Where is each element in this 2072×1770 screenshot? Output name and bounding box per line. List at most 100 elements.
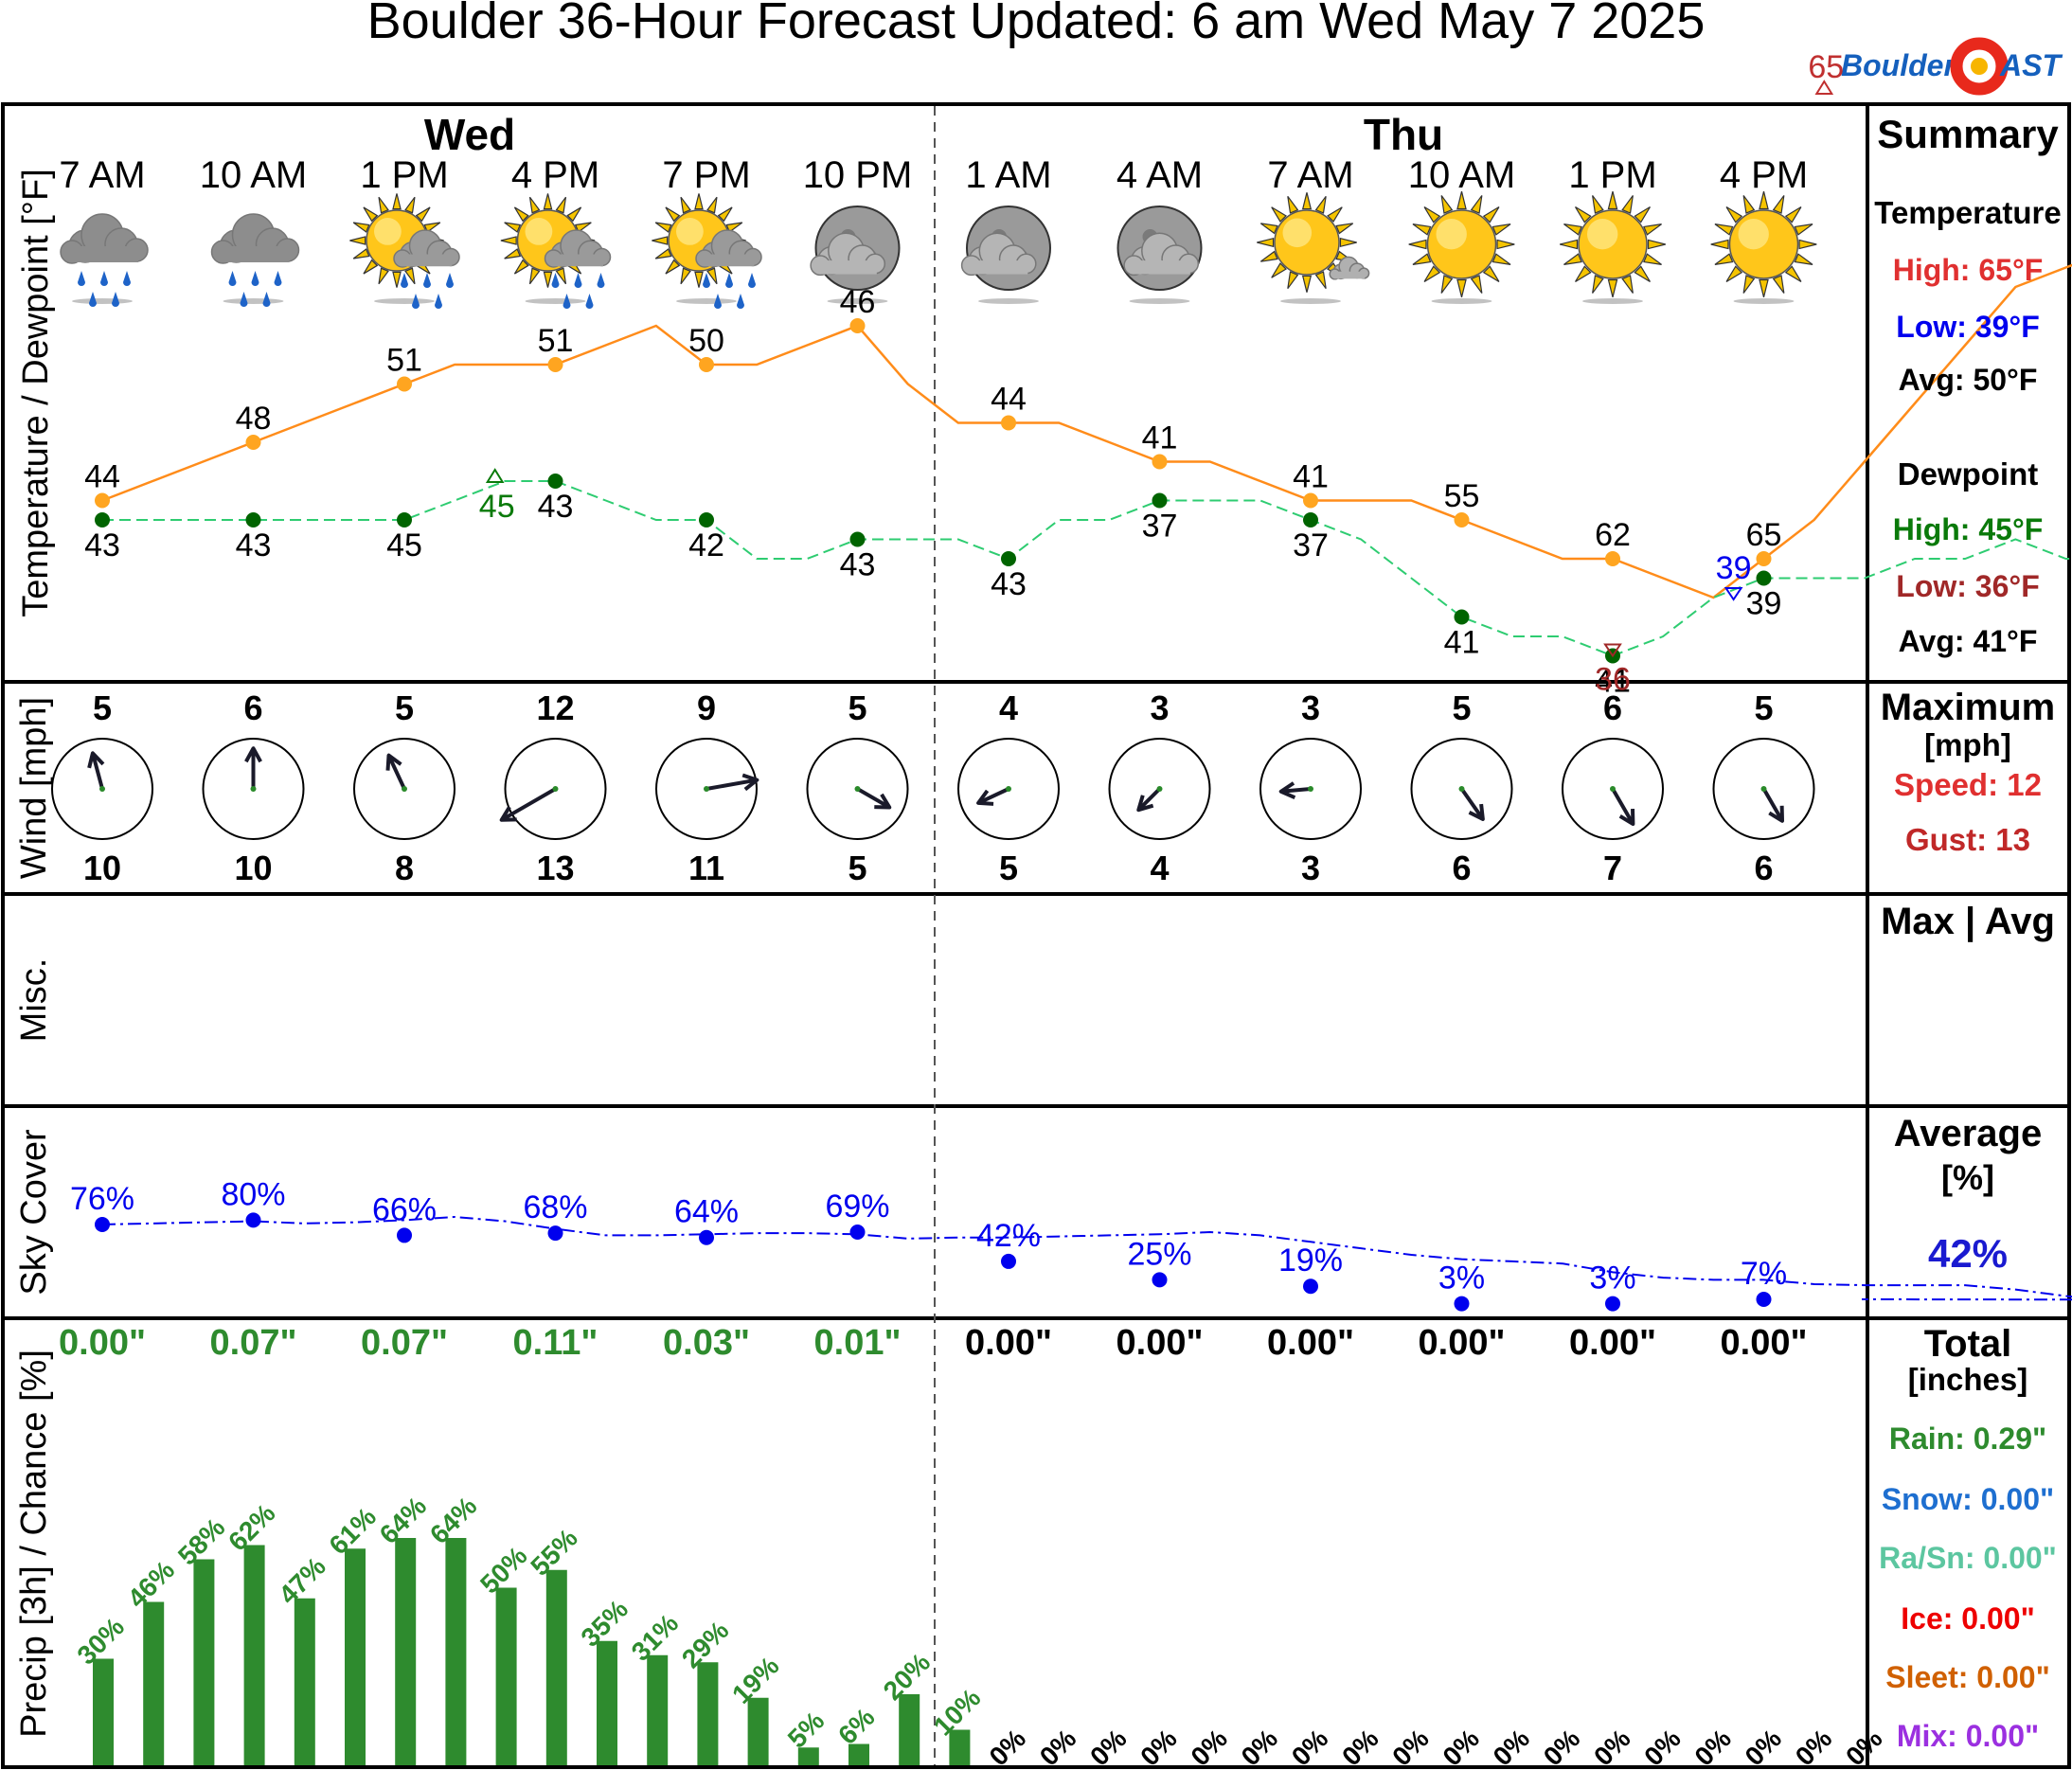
sun-ray bbox=[1412, 223, 1432, 236]
wind-arrow-head bbox=[741, 773, 759, 792]
wind-gust-label: 5 bbox=[848, 849, 866, 887]
wind-gust-label: 10 bbox=[234, 849, 272, 887]
sun-ray bbox=[1314, 271, 1327, 290]
sun-small-cloud-icon bbox=[1257, 192, 1370, 304]
sun-ray bbox=[1412, 253, 1432, 265]
weather-icons bbox=[60, 191, 1817, 309]
dewpoint-label: 45 bbox=[386, 527, 422, 563]
time-label: 10 PM bbox=[803, 154, 913, 196]
wind-gust-label: 13 bbox=[536, 849, 574, 887]
precip-amount-label: 0.03" bbox=[663, 1323, 750, 1363]
wind-gust-label: 10 bbox=[83, 849, 121, 887]
wind-speed-label: 5 bbox=[1754, 688, 1773, 727]
wind-arrow-head bbox=[87, 751, 105, 769]
summary-mix-total: Mix: 0.00" bbox=[1897, 1719, 2039, 1753]
precip-chance-label: 0% bbox=[984, 1724, 1032, 1770]
sky-cover-label: 68% bbox=[523, 1189, 587, 1225]
sun-ray bbox=[1314, 195, 1327, 214]
rain-cloud-icon bbox=[60, 213, 149, 307]
sun-ray bbox=[1259, 250, 1278, 262]
sun-ray bbox=[415, 206, 431, 223]
temperature-point bbox=[397, 376, 412, 392]
precip-chance-label: 0% bbox=[1084, 1724, 1133, 1770]
wind-dial-center bbox=[1156, 786, 1163, 792]
wind-arrow-shaft bbox=[500, 787, 557, 822]
cloud-shape bbox=[210, 213, 300, 264]
wind-arrow-shaft bbox=[1459, 787, 1485, 821]
summary-misc-header: Max | Avg bbox=[1881, 901, 2055, 942]
sky-cover-point bbox=[1756, 1291, 1772, 1307]
dewpoint-line bbox=[102, 480, 2072, 657]
temperature-point bbox=[1152, 454, 1168, 470]
sun-icon bbox=[1560, 191, 1666, 304]
rain-drop bbox=[401, 273, 408, 288]
summary-wind-speed: Speed: 12 bbox=[1894, 767, 2042, 802]
day-label-wed: Wed bbox=[424, 110, 515, 159]
sun-ray bbox=[504, 248, 522, 259]
sun-ray bbox=[1408, 239, 1427, 250]
sun-ray bbox=[1287, 271, 1299, 290]
sun-ray bbox=[1794, 223, 1813, 236]
temperature-label: 46 bbox=[840, 284, 876, 320]
summary-temp-low: Low: 39°F bbox=[1896, 310, 2039, 344]
sun-ray bbox=[706, 267, 718, 285]
sun-ray bbox=[652, 236, 669, 245]
sun-ray bbox=[654, 248, 672, 259]
sun-ray bbox=[1634, 206, 1651, 223]
temp-min-marker bbox=[1724, 587, 1743, 601]
temp-max-label: 65 bbox=[1808, 49, 1844, 85]
precip-chance-label: 0% bbox=[1688, 1724, 1737, 1770]
dewpoint-label: 43 bbox=[236, 527, 272, 563]
wind-arrow-head bbox=[1136, 795, 1154, 813]
sun-ray bbox=[1287, 195, 1299, 214]
summary-dew-high: High: 45°F bbox=[1893, 512, 2044, 546]
sun-ray bbox=[1456, 191, 1467, 210]
wind-arrow-head bbox=[1768, 805, 1784, 823]
wind-dial-center bbox=[552, 786, 559, 792]
wind-arrow-head bbox=[1278, 781, 1296, 799]
sun-ray bbox=[706, 196, 718, 214]
wind-dial bbox=[1259, 738, 1362, 840]
dewpoint-label: 42 bbox=[688, 527, 724, 563]
icon-shadow bbox=[827, 298, 888, 304]
temperature-point bbox=[95, 492, 110, 509]
precip-chance-label: 0% bbox=[1034, 1724, 1082, 1770]
wind-dial bbox=[1562, 738, 1664, 840]
wind-dial bbox=[806, 738, 909, 840]
wind-dial bbox=[504, 738, 607, 840]
precip-chance-label: 0% bbox=[1638, 1724, 1687, 1770]
wind-series: 5 10 6 10 5 8 12 13 9 11 5 5 4 5 3 4 3 3 5 6 6 7 5 6 bbox=[51, 688, 1815, 887]
rain-drop bbox=[123, 271, 131, 286]
wind-arrow-head bbox=[1468, 803, 1485, 821]
icon-shadow bbox=[72, 298, 133, 304]
wind-speed-label: 6 bbox=[243, 688, 262, 727]
precip-amount-label: 0.00" bbox=[1721, 1323, 1808, 1363]
summary-sky-header: Average bbox=[1894, 1113, 2042, 1154]
precip-chance-bar bbox=[143, 1601, 165, 1765]
sun-highlight bbox=[525, 218, 553, 245]
precip-chance-label: 35% bbox=[576, 1594, 634, 1653]
rain-drop bbox=[240, 292, 248, 307]
dewpoint-point bbox=[397, 512, 412, 527]
precip-chance-label: 19% bbox=[726, 1651, 785, 1709]
sun-ray bbox=[1301, 192, 1313, 210]
precip-amount-label: 0.00" bbox=[965, 1323, 1052, 1363]
icon-shadow bbox=[1431, 298, 1492, 304]
sun-ray bbox=[1440, 275, 1454, 294]
wind-speed-label: 5 bbox=[395, 688, 414, 727]
temperature-label: 44 bbox=[84, 459, 120, 495]
wind-arrow-shaft bbox=[1611, 787, 1635, 826]
sky-cover-label: 25% bbox=[1127, 1236, 1191, 1272]
precip-chance-bar bbox=[395, 1538, 417, 1765]
precip-chance-label: 0% bbox=[1134, 1724, 1183, 1770]
wind-speed-label: 4 bbox=[999, 688, 1018, 727]
sky-cover-point bbox=[245, 1212, 261, 1228]
sun-ray bbox=[1301, 275, 1313, 293]
wind-speed-label: 6 bbox=[1603, 688, 1622, 727]
dewpoint-point bbox=[95, 512, 110, 527]
sun-ray bbox=[1643, 223, 1662, 236]
time-label: 7 PM bbox=[662, 154, 750, 196]
rain-drop bbox=[585, 294, 594, 309]
temperature-label: 41 bbox=[1142, 420, 1178, 456]
icon-shadow bbox=[1582, 298, 1643, 304]
